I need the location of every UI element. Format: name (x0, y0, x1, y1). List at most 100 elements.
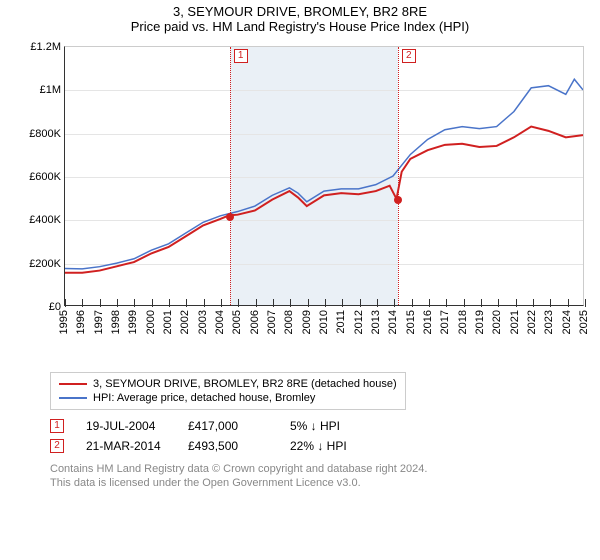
x-tick-mark (325, 299, 326, 307)
x-tick-mark (498, 299, 499, 307)
page-subtitle: Price paid vs. HM Land Registry's House … (0, 19, 600, 38)
x-tick-label: 2005 (231, 310, 243, 334)
legend-item: 3, SEYMOUR DRIVE, BROMLEY, BR2 8RE (deta… (59, 377, 397, 391)
x-tick-label: 2021 (509, 310, 521, 334)
footer: Contains HM Land Registry data © Crown c… (50, 462, 550, 491)
sale-marker (226, 213, 234, 221)
chart: £0£200K£400K£600K£800K£1M£1.2M12 1995199… (40, 38, 600, 368)
x-tick-label: 2008 (283, 310, 295, 334)
y-tick-label: £400K (21, 214, 61, 226)
legend: 3, SEYMOUR DRIVE, BROMLEY, BR2 8RE (deta… (50, 372, 406, 410)
transaction-delta: 22% ↓ HPI (290, 439, 370, 453)
x-tick-label: 2016 (422, 310, 434, 334)
x-tick-mark (412, 299, 413, 307)
x-tick-label: 2012 (353, 310, 365, 334)
x-tick-label: 2022 (526, 310, 538, 334)
legend-swatch (59, 397, 87, 399)
x-tick-mark (186, 299, 187, 307)
x-tick-mark (550, 299, 551, 307)
legend-label: HPI: Average price, detached house, Brom… (93, 392, 315, 404)
series-line (65, 127, 583, 273)
plot-area: £0£200K£400K£600K£800K£1M£1.2M12 (64, 46, 584, 306)
y-tick-label: £0 (21, 301, 61, 313)
x-tick-label: 1999 (127, 310, 139, 334)
x-tick-mark (82, 299, 83, 307)
x-tick-label: 2010 (318, 310, 330, 334)
x-tick-label: 1998 (110, 310, 122, 334)
x-tick-mark (256, 299, 257, 307)
x-tick-mark (533, 299, 534, 307)
annotation-line (230, 47, 231, 305)
x-tick-label: 2000 (145, 310, 157, 334)
x-tick-label: 2002 (179, 310, 191, 334)
x-tick-mark (273, 299, 274, 307)
x-tick-label: 1995 (58, 310, 70, 334)
x-tick-label: 2019 (474, 310, 486, 334)
page-title: 3, SEYMOUR DRIVE, BROMLEY, BR2 8RE (0, 0, 600, 19)
x-tick-mark (100, 299, 101, 307)
x-tick-mark (568, 299, 569, 307)
annotation-box: 2 (402, 49, 416, 63)
transaction-date: 21-MAR-2014 (86, 439, 166, 453)
x-tick-mark (308, 299, 309, 307)
x-tick-label: 2025 (578, 310, 590, 334)
x-tick-mark (134, 299, 135, 307)
x-tick-label: 2006 (249, 310, 261, 334)
series-line (65, 79, 583, 269)
y-tick-label: £200K (21, 258, 61, 270)
x-tick-mark (446, 299, 447, 307)
sale-marker (394, 196, 402, 204)
x-tick-label: 1996 (75, 310, 87, 334)
legend-item: HPI: Average price, detached house, Brom… (59, 391, 397, 405)
footer-line: Contains HM Land Registry data © Crown c… (50, 462, 550, 476)
x-tick-label: 2024 (561, 310, 573, 334)
x-tick-mark (429, 299, 430, 307)
x-tick-mark (481, 299, 482, 307)
x-tick-label: 2020 (491, 310, 503, 334)
x-tick-mark (516, 299, 517, 307)
x-tick-mark (290, 299, 291, 307)
legend-label: 3, SEYMOUR DRIVE, BROMLEY, BR2 8RE (deta… (93, 378, 397, 390)
x-tick-label: 2023 (543, 310, 555, 334)
transaction-delta: 5% ↓ HPI (290, 419, 370, 433)
x-tick-label: 2015 (405, 310, 417, 334)
x-tick-mark (585, 299, 586, 307)
x-tick-label: 2013 (370, 310, 382, 334)
x-tick-label: 2017 (439, 310, 451, 334)
x-tick-label: 2001 (162, 310, 174, 334)
x-tick-mark (360, 299, 361, 307)
x-tick-mark (238, 299, 239, 307)
annotation-marker: 2 (50, 439, 64, 453)
x-tick-mark (221, 299, 222, 307)
x-tick-mark (394, 299, 395, 307)
x-tick-label: 2009 (301, 310, 313, 334)
x-tick-mark (377, 299, 378, 307)
transaction-date: 19-JUL-2004 (86, 419, 166, 433)
chart-lines (65, 47, 583, 305)
x-tick-mark (204, 299, 205, 307)
legend-swatch (59, 383, 87, 385)
x-tick-label: 2004 (214, 310, 226, 334)
x-tick-label: 2014 (387, 310, 399, 334)
x-tick-mark (117, 299, 118, 307)
y-tick-label: £1.2M (21, 41, 61, 53)
x-tick-mark (65, 299, 66, 307)
x-tick-label: 2011 (335, 310, 347, 334)
x-axis-ticks: 1995199619971998199920002001200220032004… (64, 310, 584, 360)
y-tick-label: £1M (21, 84, 61, 96)
x-tick-label: 2007 (266, 310, 278, 334)
transactions: 1 19-JUL-2004 £417,000 5% ↓ HPI 2 21-MAR… (50, 416, 600, 456)
x-tick-label: 2018 (457, 310, 469, 334)
transaction-row: 2 21-MAR-2014 £493,500 22% ↓ HPI (50, 436, 600, 456)
x-tick-label: 1997 (93, 310, 105, 334)
x-tick-mark (169, 299, 170, 307)
annotation-marker: 1 (50, 419, 64, 433)
transaction-row: 1 19-JUL-2004 £417,000 5% ↓ HPI (50, 416, 600, 436)
x-tick-mark (152, 299, 153, 307)
annotation-line (398, 47, 399, 305)
x-tick-mark (464, 299, 465, 307)
annotation-box: 1 (234, 49, 248, 63)
x-tick-label: 2003 (197, 310, 209, 334)
y-tick-label: £800K (21, 128, 61, 140)
y-tick-label: £600K (21, 171, 61, 183)
